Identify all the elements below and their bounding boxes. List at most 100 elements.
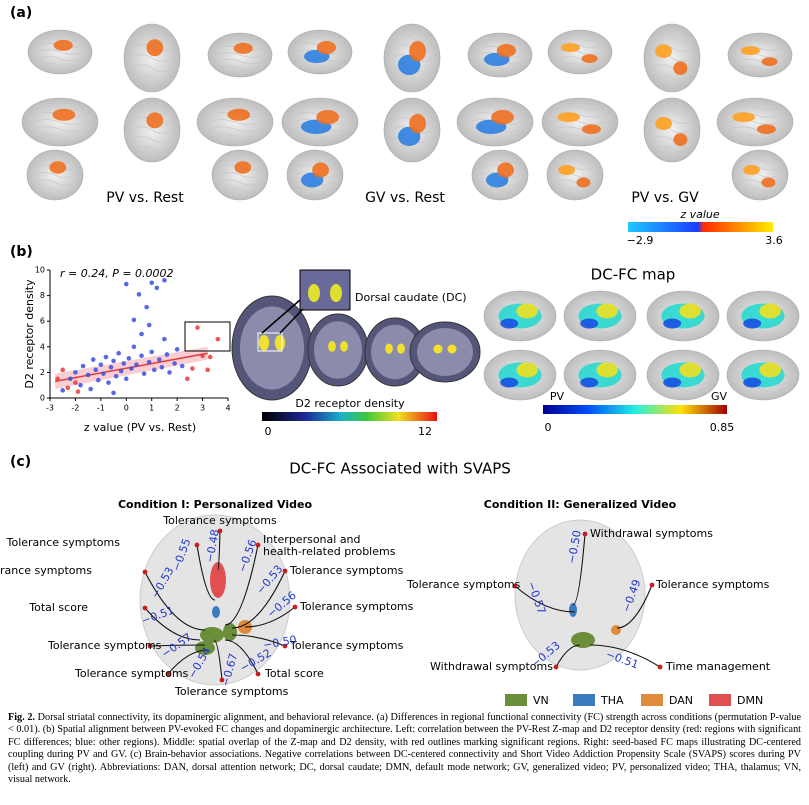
scatter-point [111, 358, 116, 364]
connector [144, 607, 201, 641]
d2-blob [447, 344, 457, 354]
brain-sulcus [132, 126, 172, 134]
scatter-point [98, 362, 104, 368]
brain-section-inner [417, 328, 473, 376]
scale-label: Tolerance symptoms [47, 639, 162, 652]
scatter-point [108, 364, 114, 370]
brain-sulcus [392, 33, 432, 42]
brain-sulcus [728, 133, 782, 140]
scatter-point [131, 344, 137, 350]
activation-blob [316, 41, 336, 55]
scatter-point [146, 322, 152, 328]
x-tick-label: 2 [175, 404, 180, 413]
scatter-point [207, 354, 213, 360]
network-region [212, 606, 220, 618]
correlation-value: −0.50 [262, 633, 297, 652]
brain-sulcus [132, 145, 172, 153]
colorbar [543, 405, 727, 414]
endpoint [282, 568, 288, 574]
brain-sulcus [220, 187, 260, 193]
scatter-point [68, 376, 73, 382]
connector [149, 644, 206, 647]
colorbar-title: z value [679, 208, 720, 221]
scatter-point [215, 336, 221, 342]
brain-section-inner [371, 324, 419, 380]
activation-blob [743, 165, 760, 175]
legend-label: DAN [669, 694, 693, 707]
brain-sulcus [477, 39, 523, 45]
condition-title: PV vs. GV [631, 190, 699, 206]
legend-swatch [709, 694, 731, 706]
scatter-point [185, 376, 190, 382]
endpoint [147, 643, 153, 649]
scale-label: Tolerance symptoms [406, 578, 521, 591]
brain-sulcus [33, 133, 87, 140]
connector [224, 544, 259, 626]
scatter-point [172, 361, 177, 366]
activation-blob [673, 133, 688, 147]
scatter-point [190, 366, 195, 371]
brain-sulcus [217, 65, 263, 71]
activation-blob [497, 162, 514, 178]
colorbar-min: 0 [265, 425, 272, 438]
brain-sulcus [33, 119, 87, 125]
panel-label: (b) [10, 244, 33, 260]
scatter-point [78, 382, 83, 388]
d2-blob [308, 284, 320, 302]
brain-sulcus [652, 116, 692, 124]
colorbar-max: 3.6 [765, 234, 783, 247]
brain-sulcus [652, 44, 692, 52]
brain-sulcus [574, 357, 626, 363]
network-region [210, 562, 226, 598]
activation-blob [316, 110, 339, 125]
endpoint [292, 604, 298, 610]
scale-label: Withdrawal symptoms [430, 660, 553, 673]
x-tick-label: 0 [124, 404, 129, 413]
brain-sulcus [208, 119, 262, 125]
connector [167, 649, 209, 675]
brain-sulcus [392, 107, 432, 115]
brain-section-inner [314, 321, 362, 379]
brain-sulcus [35, 172, 75, 178]
brain-sulcus [737, 328, 789, 334]
brain-sulcus [737, 65, 783, 71]
brain-sulcus [468, 133, 522, 140]
endpoint [582, 531, 588, 537]
brain-sulcus [737, 298, 789, 304]
colorbar-title: D2 receptor density [295, 397, 405, 410]
connector [231, 634, 286, 647]
scatter-point [174, 347, 180, 352]
brain-sulcus [132, 74, 172, 83]
figure: (a) PV vs. Rest GV vs. Rest PV vs. GV z valu… [0, 5, 800, 707]
scatter-point [55, 376, 60, 382]
d2-blob [258, 335, 270, 351]
scatter-point [75, 389, 81, 394]
d2-blob [274, 335, 286, 351]
correlation-value: −0.48 [203, 528, 222, 563]
y-tick-label: 4 [40, 342, 45, 351]
connector [217, 530, 221, 571]
brain-sulcus [132, 107, 172, 115]
legend-label: THA [600, 694, 624, 707]
scatter-point [85, 372, 91, 378]
brain-sulcus [553, 112, 607, 118]
network-region [571, 632, 595, 648]
brain-sulcus [37, 56, 83, 62]
d2-blob [433, 344, 443, 354]
scatter-point [162, 277, 167, 283]
brain-sulcus [295, 157, 335, 163]
panel-label: (c) [10, 454, 31, 470]
brain-sulcus [737, 39, 783, 45]
brain-sulcus [657, 387, 709, 393]
brain-sulcus [208, 104, 262, 111]
endpoint [255, 671, 261, 677]
y-tick-label: 6 [40, 317, 45, 326]
activation-blob [496, 44, 516, 58]
activation-blob [560, 43, 581, 52]
activation-blob [655, 44, 672, 58]
scatter-point [65, 385, 71, 391]
panel-title: DC-FC Associated with SVAPS [289, 460, 511, 478]
scatter-point [60, 367, 66, 373]
endpoint [657, 664, 663, 670]
label-line: Interpersonal and [263, 533, 361, 546]
